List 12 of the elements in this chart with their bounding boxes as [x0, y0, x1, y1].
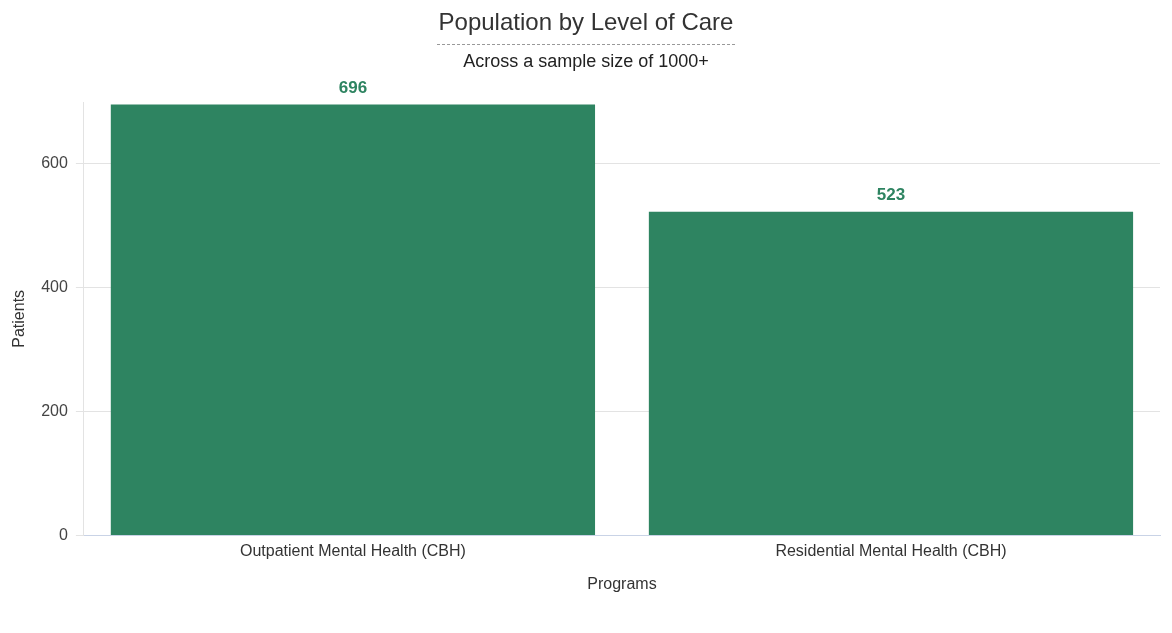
x-tick-label: Outpatient Mental Health (CBH)	[239, 541, 466, 559]
x-tick-label: Residential Mental Health (CBH)	[775, 541, 1007, 559]
x-axis-title: Programs	[587, 574, 657, 592]
chart-title: Population by Level of Care	[436, 8, 736, 45]
y-tick-label: 600	[41, 154, 68, 172]
data-label: 696	[338, 77, 368, 97]
y-tick-label: 0	[58, 526, 68, 544]
chart-subtitle: Across a sample size of 1000+	[462, 51, 710, 72]
y-tick-label: 400	[41, 278, 68, 296]
data-label: 523	[876, 184, 906, 204]
y-axis-title: Patients	[10, 289, 28, 348]
y-tick-label: 200	[41, 402, 68, 420]
